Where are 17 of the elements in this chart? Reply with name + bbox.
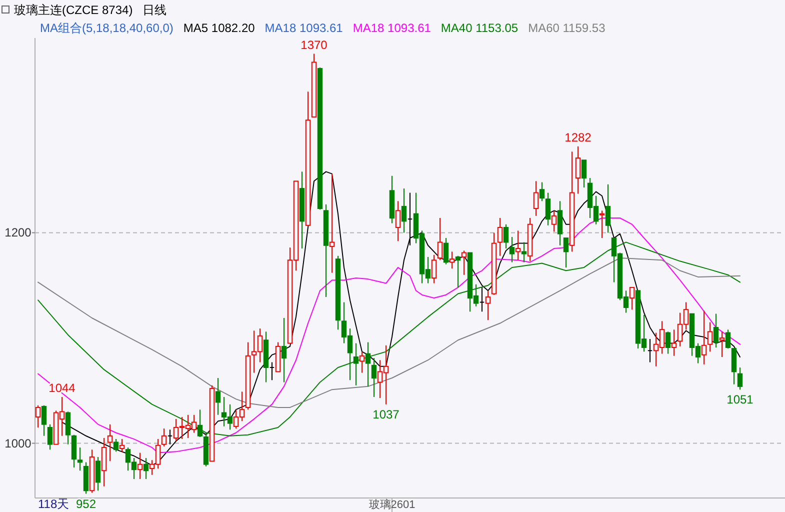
text: MA组合(5,18,18,40,60,0): [40, 21, 174, 35]
annotation: 118天: [38, 497, 70, 511]
text: MA18 1093.61: [352, 21, 432, 35]
text: MA18 1093.61: [264, 21, 344, 35]
text: MA60 1159.53: [528, 21, 606, 35]
annotation: 1051: [726, 392, 754, 407]
y-tick-label: 1200: [4, 226, 32, 240]
chart-title: 玻璃主连(CZCE 8734): [14, 3, 133, 17]
annotation: 952: [76, 496, 96, 511]
text: MA40 1153.05: [440, 21, 518, 35]
annotation: 1282: [564, 130, 592, 144]
text: MA5 1082.20: [183, 21, 256, 35]
y-tick-label: 1000: [4, 436, 32, 450]
annotation: 1370: [300, 38, 328, 52]
chart-subtitle: 日线: [142, 3, 167, 17]
x-tick-label: 玻璃2601: [368, 498, 416, 511]
annotation: 1037: [372, 407, 400, 422]
